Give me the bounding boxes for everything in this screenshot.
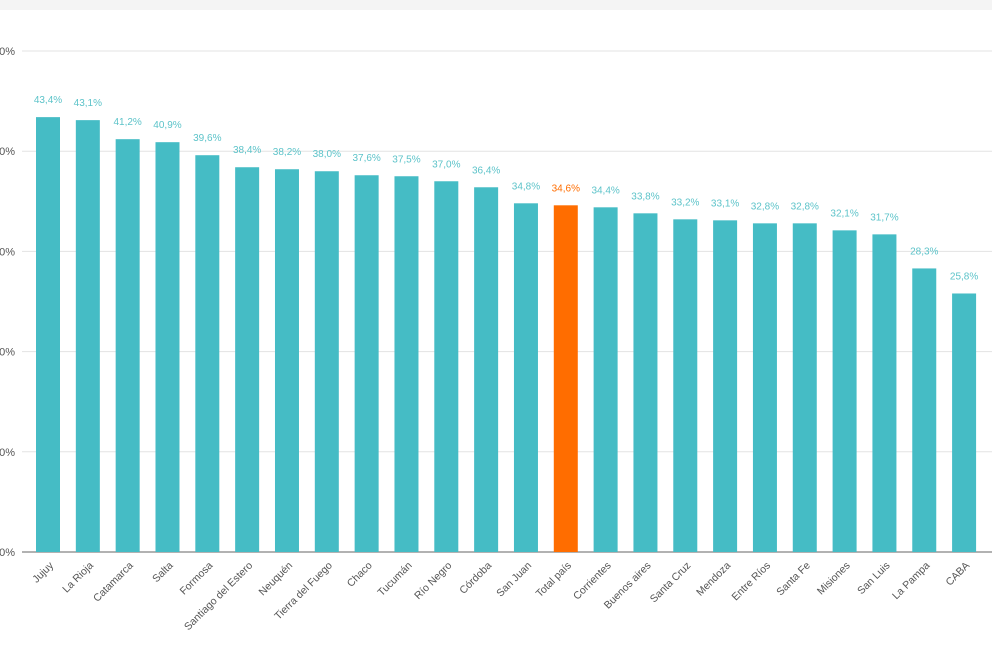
y-tick-label: 20% [0, 347, 15, 359]
y-tick-label: 40% [0, 146, 15, 158]
bar [912, 268, 937, 552]
data-label: 40,9% [153, 120, 181, 131]
bar [713, 220, 738, 552]
bar [593, 207, 618, 552]
y-tick-label: 30% [0, 246, 15, 258]
data-label: 43,1% [74, 98, 102, 109]
y-tick-label: 10% [0, 447, 15, 459]
bar [36, 117, 60, 552]
bar [394, 176, 419, 552]
top-band [0, 0, 992, 10]
bar [952, 293, 977, 552]
data-label: 36,4% [472, 165, 500, 176]
x-tick-label: Misiones [815, 560, 853, 598]
x-tick-label: Salta [150, 560, 176, 586]
data-label: 33,1% [711, 198, 739, 209]
data-label: 32,1% [830, 208, 858, 219]
x-tick-label: La Rioja [60, 560, 96, 596]
bar [872, 234, 897, 552]
x-tick-label: Entre Ríos [729, 560, 773, 604]
x-tick-label: Catamarca [91, 560, 136, 605]
data-label: 32,8% [791, 201, 819, 212]
bar [832, 230, 857, 552]
x-tick-label: CABA [944, 560, 973, 589]
x-tick-label: Santa Fe [774, 560, 813, 599]
x-tick-label: La Pampa [890, 560, 932, 602]
x-tick-label: Formosa [178, 560, 216, 598]
x-tick-label: Neuquén [256, 560, 295, 599]
data-label: 34,6% [552, 183, 580, 194]
data-label: 38,2% [273, 147, 301, 158]
x-tick-label: Mendoza [694, 560, 733, 599]
data-label: 37,5% [392, 154, 420, 165]
x-tick-label: Jujuy [30, 559, 56, 585]
data-label: 25,8% [950, 271, 978, 282]
bar [354, 175, 379, 553]
bar [155, 142, 180, 552]
data-label: 41,2% [113, 117, 141, 128]
bar [752, 223, 777, 552]
bar [314, 171, 339, 553]
x-tick-label: Córdoba [457, 560, 494, 597]
x-tick-label: Corrientes [571, 560, 614, 603]
data-label: 34,4% [591, 185, 619, 196]
bar [792, 223, 817, 552]
data-label: 43,4% [34, 95, 62, 106]
data-label: 37,6% [352, 153, 380, 164]
bar [115, 139, 140, 552]
data-label: 39,6% [193, 133, 221, 144]
bar [75, 120, 100, 552]
x-tick-label: San Luis [855, 560, 892, 597]
bar [195, 155, 220, 552]
bar [513, 203, 538, 552]
x-tick-label: Santa Cruz [648, 560, 694, 606]
bar [434, 181, 459, 552]
bar [235, 167, 260, 552]
x-tick-label: San Juan [494, 560, 534, 600]
bar [673, 219, 698, 552]
bar [553, 205, 578, 553]
x-tick-label: Chaco [345, 560, 375, 590]
data-label: 33,2% [671, 197, 699, 208]
bar [474, 187, 499, 552]
y-tick-label: 0% [0, 547, 15, 559]
data-label: 33,8% [631, 191, 659, 202]
y-tick-label: 50% [0, 46, 15, 58]
bar [633, 213, 658, 552]
data-label: 32,8% [751, 201, 779, 212]
data-label: 38,4% [233, 145, 261, 156]
x-tick-label: Río Negro [412, 560, 454, 602]
data-label: 37,0% [432, 159, 460, 170]
data-label: 28,3% [910, 246, 938, 257]
bar [274, 169, 299, 552]
data-label: 34,8% [512, 181, 540, 192]
data-label: 31,7% [870, 212, 898, 223]
data-label: 38,0% [313, 149, 341, 160]
x-tick-label: Tucumán [375, 560, 414, 599]
x-tick-label: Santiago del Estero [182, 560, 255, 633]
x-tick-label: Total país [534, 560, 574, 600]
